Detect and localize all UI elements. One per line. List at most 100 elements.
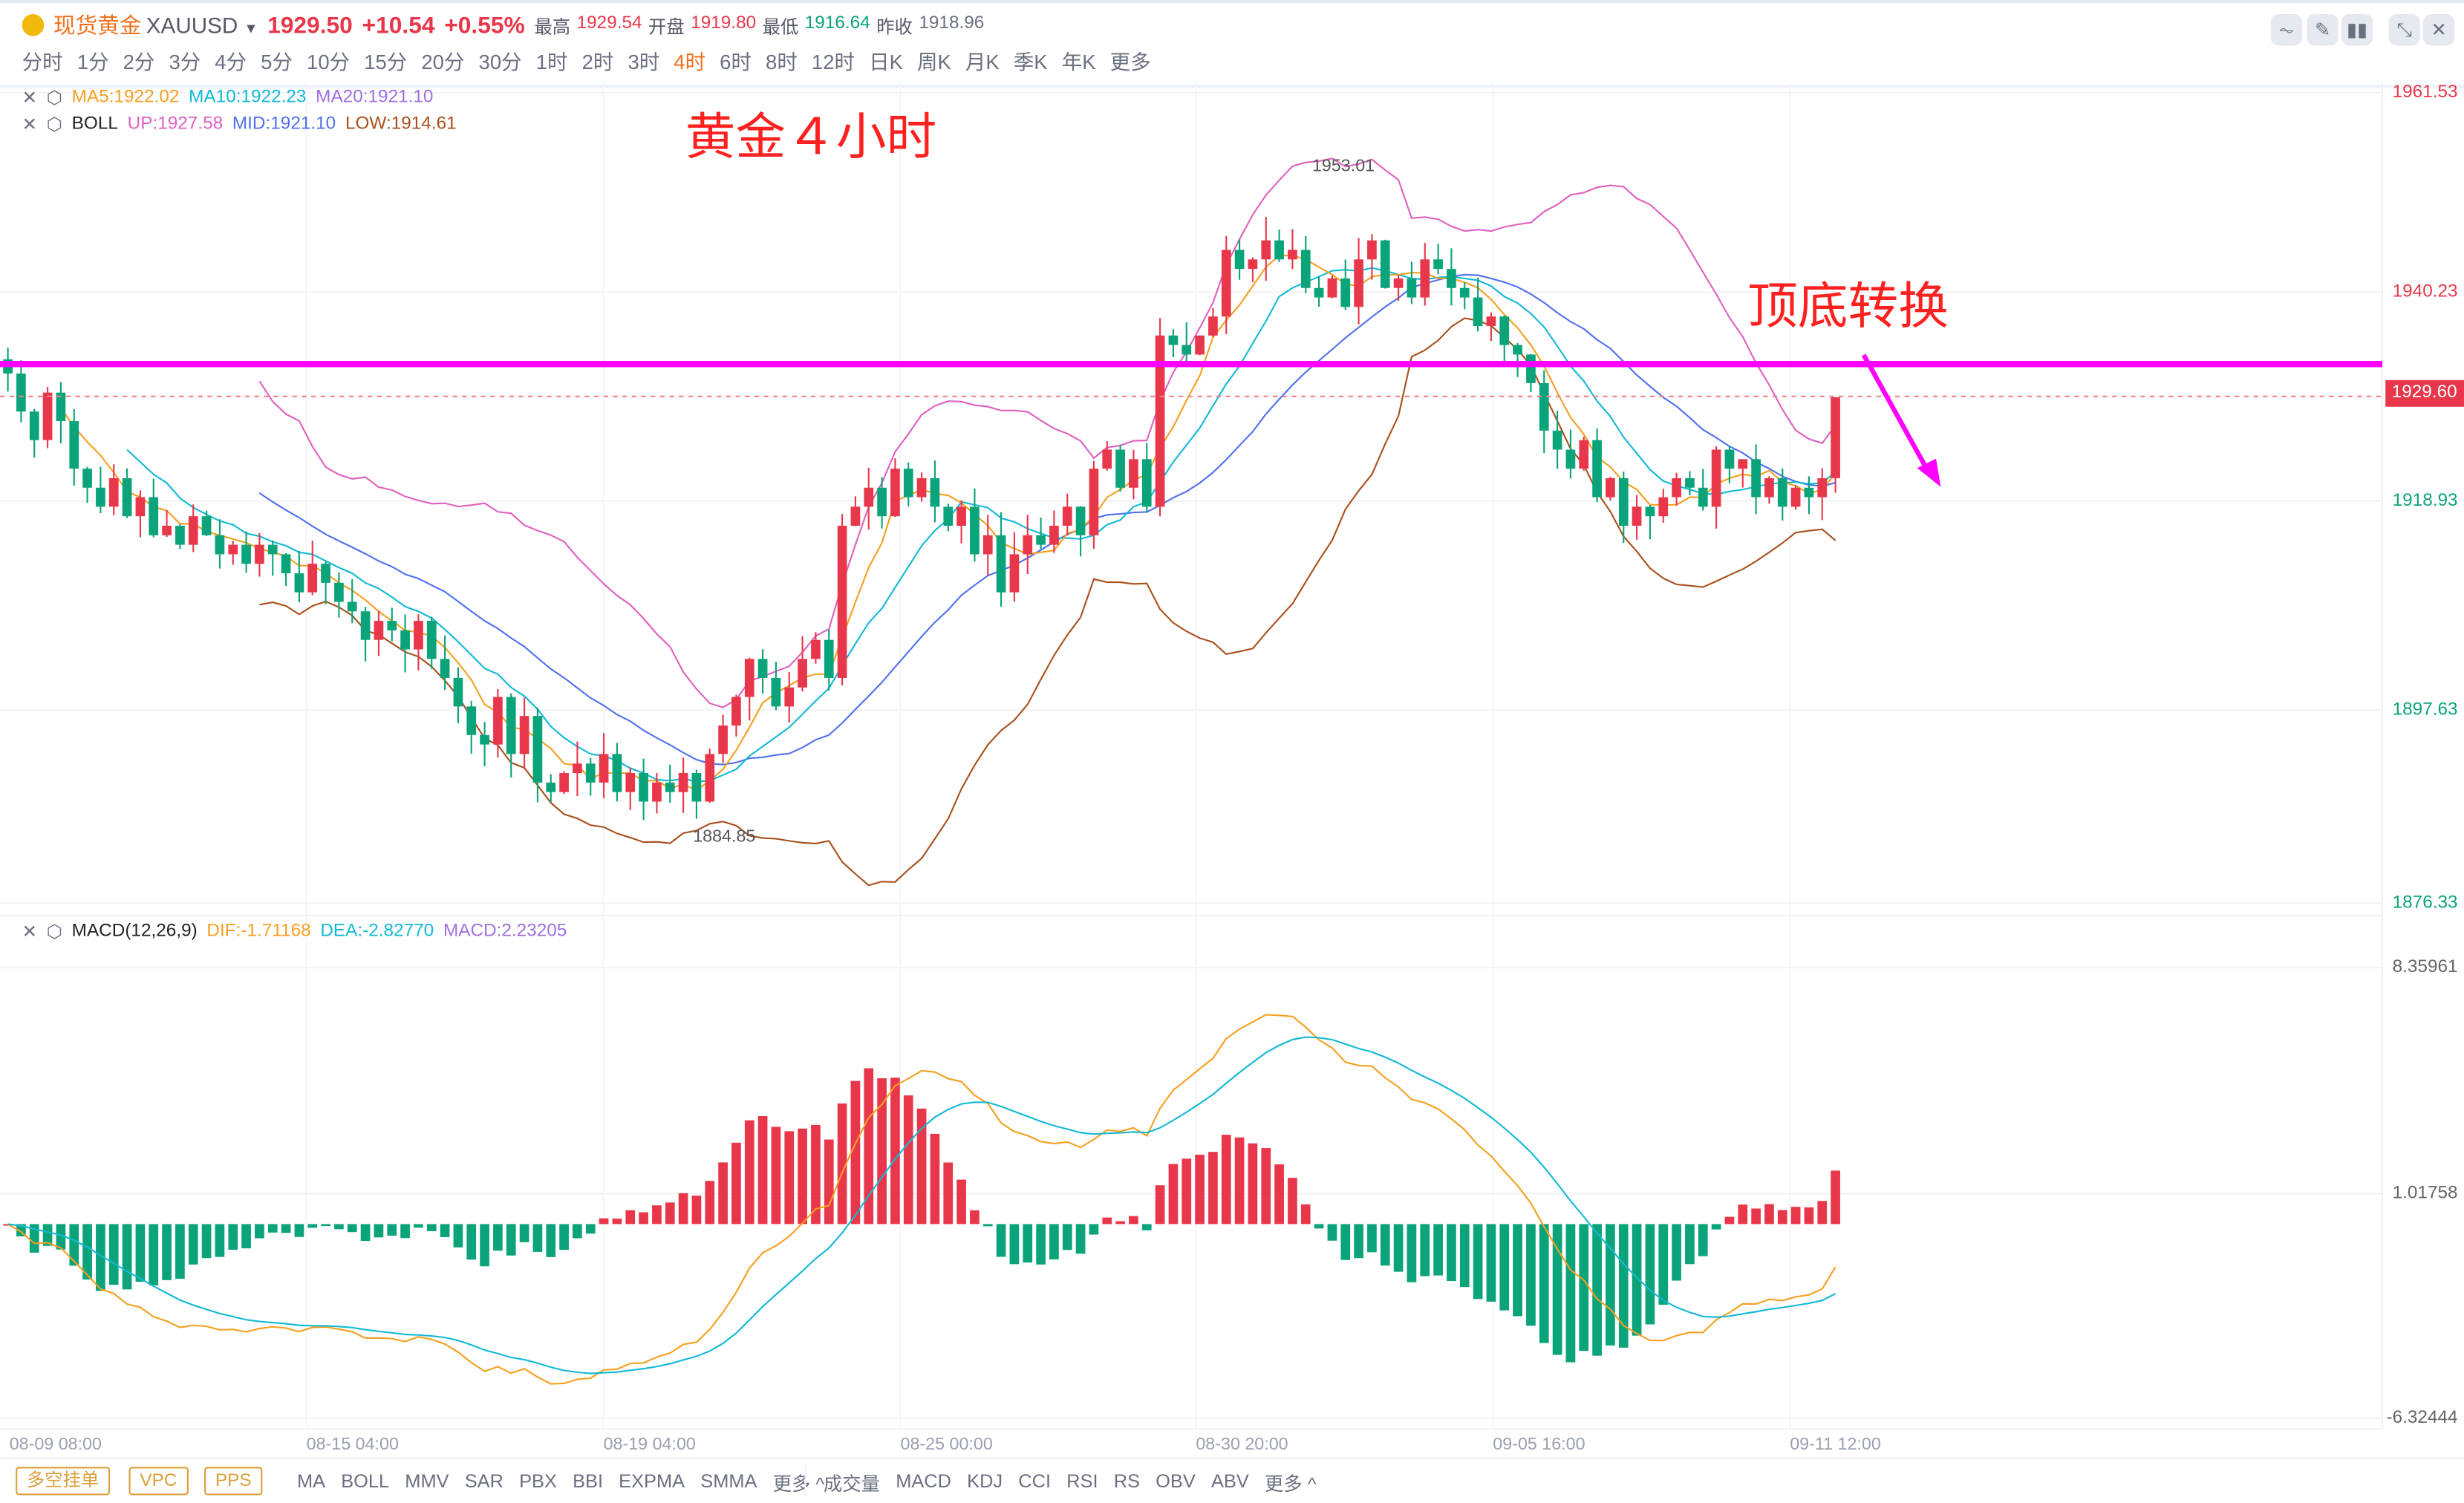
- macd-bar: [1274, 1164, 1284, 1225]
- macd-bar: [1354, 1224, 1363, 1259]
- remove-indicator-icon[interactable]: ✕: [22, 116, 38, 135]
- candle: [1804, 487, 1814, 498]
- main-indicator-tab[interactable]: SMMA: [700, 1470, 757, 1493]
- macd-bar: [877, 1078, 887, 1225]
- candle: [903, 469, 913, 498]
- long-short-orders-button[interactable]: 多空挂单: [16, 1467, 111, 1496]
- indicator-line-icon[interactable]: ⏦: [2270, 14, 2303, 46]
- main-indicator-tab[interactable]: 更多 ^: [772, 1473, 825, 1496]
- settings-icon[interactable]: ⬡: [46, 116, 62, 135]
- timeframe-tabs: 分时 1分 2分 3分 4分 5分 10分 15分 20分 30分 1时 2时 3时 4时 6时 8时 12时日…: [22, 45, 1151, 75]
- candle: [1579, 440, 1589, 469]
- main-indicator-tab[interactable]: PBX: [519, 1470, 557, 1493]
- timeframe-tab[interactable]: 15分: [364, 50, 408, 74]
- timeframe-tab[interactable]: 6时: [720, 50, 752, 74]
- settings-icon[interactable]: ⬡: [46, 89, 62, 108]
- sub-indicator-tabs: 成交量 MACD KDJ CCI RSI RS OBV ABV 更多 ^: [824, 1470, 1317, 1497]
- macd-bar: [149, 1224, 159, 1285]
- symbol-selector[interactable]: XAUUSD ▼: [146, 12, 258, 38]
- candle: [1606, 477, 1615, 498]
- collapse-icon[interactable]: ⤡: [2388, 14, 2420, 46]
- timeframe-tab[interactable]: 10分: [307, 50, 351, 74]
- macd-bar: [1340, 1224, 1351, 1260]
- candle: [414, 621, 423, 650]
- timeframe-tab[interactable]: 周K: [916, 50, 951, 74]
- timeframe-tab[interactable]: 1时: [535, 50, 568, 74]
- timeframe-tab[interactable]: 2时: [581, 50, 614, 74]
- sub-indicator-tab[interactable]: 更多 ^: [1264, 1473, 1317, 1496]
- main-indicator-tab[interactable]: SAR: [464, 1470, 503, 1493]
- boll-legend-value: UP:1927.58: [127, 114, 224, 134]
- timeframe-tab[interactable]: 月K: [965, 50, 1000, 74]
- candle: [294, 573, 304, 593]
- sub-indicator-tab[interactable]: 成交量: [823, 1473, 881, 1496]
- macd-bar: [387, 1224, 397, 1236]
- ma-legend: ✕ ⬡ MA5:1922.02 MA10:1922.23 MA20:1921.10: [22, 86, 434, 108]
- macd-bar: [294, 1224, 304, 1237]
- candle: [1698, 487, 1708, 507]
- vpc-button[interactable]: VPC: [128, 1467, 189, 1496]
- candle: [519, 716, 529, 754]
- candlestick-icon[interactable]: ▮▮: [2341, 14, 2373, 46]
- remove-indicator-icon[interactable]: ✕: [22, 923, 38, 942]
- timeframe-tab[interactable]: 2分: [123, 50, 155, 74]
- macd-bar: [625, 1210, 636, 1225]
- candle: [1539, 382, 1549, 431]
- macd-bar: [824, 1139, 834, 1225]
- sub-indicator-tab[interactable]: OBV: [1156, 1470, 1196, 1493]
- timeframe-tab[interactable]: 分时: [22, 50, 63, 74]
- macd-bar: [29, 1224, 39, 1253]
- timeframe-tab[interactable]: 更多: [1109, 50, 1151, 74]
- candle: [281, 554, 291, 574]
- candle: [400, 630, 410, 650]
- timeframe-tab[interactable]: 20分: [421, 50, 465, 74]
- timeframe-tab[interactable]: 1分: [76, 50, 109, 74]
- settings-icon[interactable]: ⬡: [46, 923, 62, 942]
- price-change: +10.54: [362, 12, 435, 39]
- timeframe-tab[interactable]: 30分: [478, 50, 522, 74]
- timeframe-tab[interactable]: 5分: [261, 50, 293, 74]
- sub-indicator-tab[interactable]: KDJ: [967, 1470, 1003, 1493]
- main-indicator-tab[interactable]: MMV: [405, 1470, 449, 1493]
- timeframe-tab[interactable]: 3时: [628, 50, 660, 74]
- candle: [228, 544, 238, 555]
- candle: [1751, 459, 1761, 498]
- candle: [241, 544, 251, 564]
- timeframe-tab[interactable]: 季K: [1013, 50, 1048, 74]
- main-indicator-tab[interactable]: BOLL: [341, 1470, 390, 1493]
- macd-bar: [691, 1196, 702, 1225]
- sub-indicator-tab[interactable]: CCI: [1018, 1470, 1052, 1493]
- timeframe-tab[interactable]: 12时: [811, 50, 855, 74]
- main-indicator-tab[interactable]: EXPMA: [619, 1470, 685, 1493]
- timeframe-tab[interactable]: 4时: [674, 50, 706, 74]
- candle: [108, 477, 119, 507]
- timeframe-tab[interactable]: 年K: [1061, 50, 1096, 74]
- timeframe-tab[interactable]: 3分: [169, 50, 201, 74]
- candle: [970, 506, 980, 555]
- macd-legend-value: DEA:-2.82770: [320, 922, 434, 941]
- pencil-icon[interactable]: ✎: [2307, 14, 2338, 46]
- sub-indicator-tab[interactable]: RS: [1113, 1470, 1140, 1493]
- sub-indicator-tab[interactable]: ABV: [1210, 1470, 1249, 1493]
- macd-bar: [1141, 1224, 1152, 1230]
- macd-bar: [798, 1128, 807, 1225]
- candle: [956, 506, 966, 526]
- timeframe-tab[interactable]: 8时: [766, 50, 798, 74]
- candle: [1129, 459, 1138, 488]
- main-indicator-tab[interactable]: MA: [296, 1470, 326, 1493]
- candle: [466, 706, 477, 735]
- sub-indicator-tab[interactable]: RSI: [1066, 1470, 1098, 1493]
- main-indicator-tab[interactable]: BBI: [573, 1470, 604, 1493]
- candle: [1168, 335, 1179, 345]
- timeframe-tab[interactable]: 日K: [869, 50, 903, 74]
- timeframe-tab[interactable]: 4分: [215, 50, 247, 74]
- macd-bar: [573, 1224, 582, 1239]
- sub-indicator-tab[interactable]: MACD: [896, 1470, 952, 1493]
- close-icon[interactable]: ✕: [2423, 14, 2455, 46]
- pps-button[interactable]: PPS: [204, 1467, 263, 1496]
- candle: [96, 487, 105, 507]
- note-annotation: 顶底转换: [1747, 278, 1949, 335]
- macd-bar: [1261, 1148, 1271, 1225]
- remove-indicator-icon[interactable]: ✕: [22, 89, 38, 108]
